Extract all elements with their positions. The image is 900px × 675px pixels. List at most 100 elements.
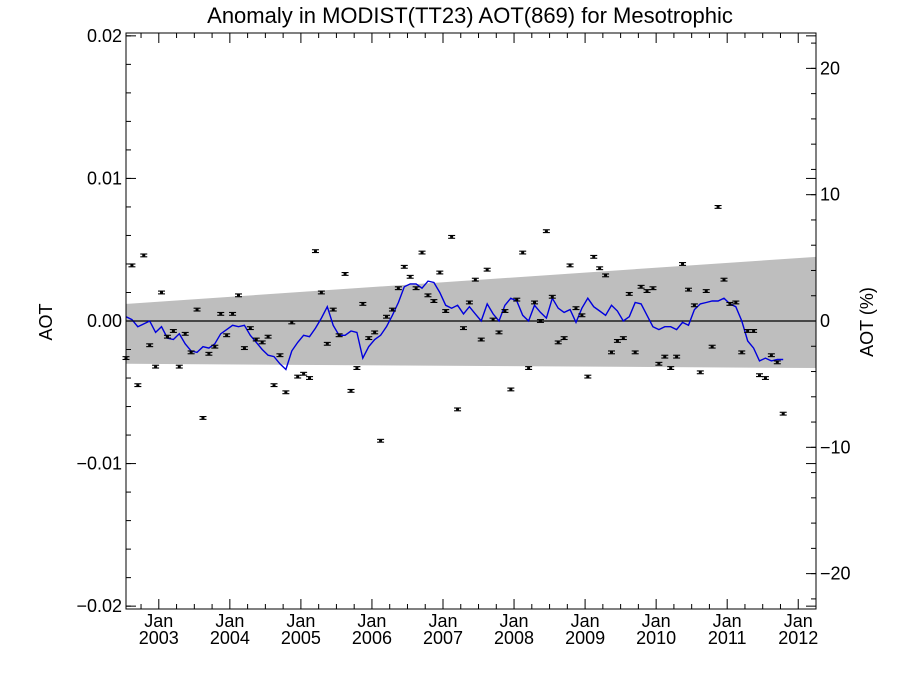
data-point-marker bbox=[710, 345, 714, 348]
x-tick-label-year: 2007 bbox=[423, 628, 463, 648]
data-point-marker bbox=[408, 275, 412, 278]
data-point bbox=[625, 291, 633, 296]
data-point bbox=[679, 262, 687, 266]
data-point-marker bbox=[319, 291, 323, 294]
y2-tick-label: 10 bbox=[820, 185, 840, 205]
x-tick-label-month: Jan bbox=[500, 611, 529, 631]
data-point-marker bbox=[521, 251, 525, 254]
data-point bbox=[311, 249, 319, 254]
data-point bbox=[448, 234, 456, 239]
data-point bbox=[193, 307, 201, 312]
data-point-marker bbox=[716, 205, 720, 208]
data-point bbox=[726, 301, 734, 306]
chart-title: Anomaly in MODIST(TT23) AOT(869) for Mes… bbox=[207, 3, 733, 28]
data-point bbox=[436, 270, 444, 275]
data-point-marker bbox=[692, 304, 696, 307]
data-point bbox=[483, 267, 491, 272]
data-point-marker bbox=[290, 321, 294, 324]
data-point-marker bbox=[503, 310, 507, 313]
data-point bbox=[519, 250, 527, 255]
data-point bbox=[169, 329, 177, 333]
data-point bbox=[229, 311, 237, 316]
x-tick-label-year: 2009 bbox=[565, 628, 605, 648]
data-point bbox=[181, 331, 189, 336]
data-point-marker bbox=[467, 301, 471, 304]
data-point-marker bbox=[207, 352, 211, 355]
data-point bbox=[217, 311, 225, 316]
data-point-marker bbox=[740, 351, 744, 354]
data-point-marker bbox=[355, 367, 359, 370]
data-point bbox=[223, 333, 231, 338]
data-point-marker bbox=[657, 362, 661, 365]
data-point bbox=[430, 299, 438, 303]
data-point bbox=[152, 364, 160, 369]
data-point bbox=[211, 344, 219, 349]
data-point-marker bbox=[302, 372, 306, 375]
y-tick-label: −0.02 bbox=[76, 596, 122, 616]
data-point-marker bbox=[592, 255, 596, 258]
data-point-marker bbox=[509, 388, 513, 391]
data-point-marker bbox=[136, 384, 140, 387]
anomaly-running-mean-line bbox=[125, 280, 784, 371]
data-point bbox=[525, 366, 533, 370]
data-point-marker bbox=[385, 315, 389, 318]
data-point bbox=[288, 320, 296, 325]
data-point-marker bbox=[586, 375, 590, 378]
data-point-marker bbox=[533, 301, 537, 304]
data-point bbox=[347, 388, 355, 393]
data-point bbox=[720, 277, 728, 282]
x-tick-label-month: Jan bbox=[215, 611, 244, 631]
data-point-marker bbox=[604, 274, 608, 277]
data-point-marker bbox=[396, 287, 400, 290]
data-point-marker bbox=[225, 334, 229, 337]
data-point bbox=[507, 387, 515, 392]
data-point bbox=[536, 319, 544, 323]
x-tick-label-year: 2012 bbox=[778, 628, 818, 648]
data-point bbox=[306, 376, 314, 380]
data-point bbox=[542, 229, 550, 234]
data-point bbox=[442, 309, 450, 313]
data-point-marker bbox=[438, 271, 442, 274]
data-point bbox=[158, 290, 166, 295]
data-point bbox=[761, 376, 769, 380]
data-point bbox=[489, 317, 497, 322]
data-point bbox=[377, 438, 385, 443]
data-point-marker bbox=[698, 371, 702, 374]
data-point-marker bbox=[201, 416, 205, 419]
data-point-marker bbox=[420, 251, 424, 254]
data-point-marker bbox=[379, 439, 383, 442]
y-axis-right: 20 10 0 −10 −20 bbox=[806, 42, 851, 600]
data-point-marker bbox=[645, 290, 649, 293]
x-axis: Jan2003Jan2004Jan2005Jan2006Jan2007Jan20… bbox=[139, 33, 818, 648]
data-point-marker bbox=[444, 310, 448, 313]
data-point bbox=[744, 329, 752, 333]
data-point bbox=[548, 294, 556, 299]
data-point bbox=[613, 339, 621, 343]
data-point bbox=[459, 326, 467, 331]
data-point bbox=[578, 313, 586, 318]
data-point bbox=[738, 350, 746, 355]
data-point bbox=[750, 329, 758, 333]
data-point-marker bbox=[538, 320, 542, 322]
data-point bbox=[631, 350, 639, 355]
data-point bbox=[412, 286, 420, 291]
data-point-marker bbox=[183, 332, 187, 335]
data-point-marker bbox=[752, 329, 756, 332]
data-point-marker bbox=[456, 408, 460, 411]
data-point bbox=[767, 353, 775, 358]
data-point-marker bbox=[491, 318, 495, 321]
data-point-marker bbox=[414, 287, 418, 290]
x-tick-label-year: 2003 bbox=[139, 628, 179, 648]
x-tick-label-year: 2008 bbox=[494, 628, 534, 648]
data-point-marker bbox=[402, 265, 406, 268]
data-point-marker bbox=[231, 312, 235, 315]
data-point bbox=[596, 266, 604, 271]
data-point bbox=[163, 334, 171, 339]
data-point-marker bbox=[242, 347, 246, 350]
data-point-marker bbox=[266, 335, 270, 338]
data-point-marker bbox=[663, 355, 667, 358]
data-point bbox=[323, 341, 331, 346]
data-point-marker bbox=[343, 272, 347, 275]
data-point bbox=[572, 306, 580, 311]
